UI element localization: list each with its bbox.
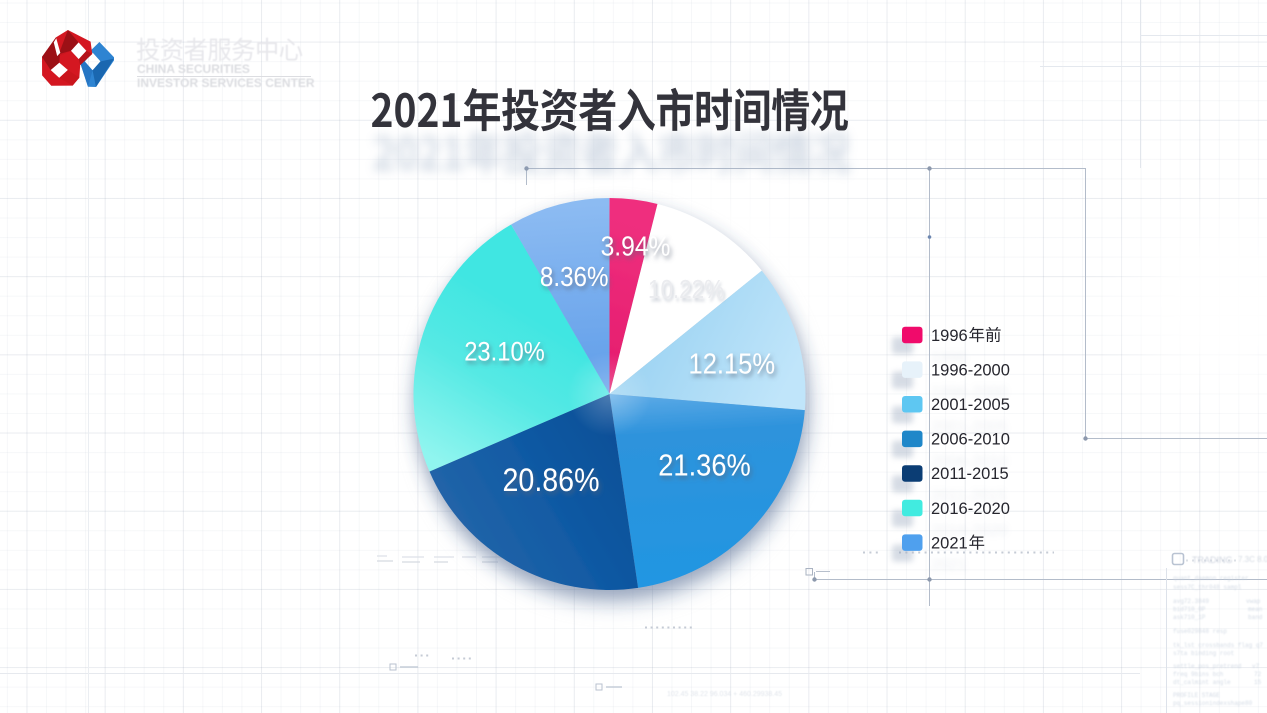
svg-text:20.86%: 20.86% xyxy=(502,462,599,498)
svg-text:quant_daemon register: quant_daemon register xyxy=(1173,575,1249,582)
svg-text:settle_pos_pretrend: settle_pos_pretrend xyxy=(1173,663,1242,670)
svg-text:tk_lst crossbands flag q7: tk_lst crossbands flag q7 xyxy=(1173,642,1263,649)
svg-text:v7: v7 xyxy=(1252,663,1260,670)
svg-text:2021: 2021 xyxy=(931,557,967,574)
svg-text:1996: 1996 xyxy=(931,327,968,345)
svg-text:ask710_1P: ask710_1P xyxy=(1173,614,1206,621)
svg-text:2016-2020: 2016-2020 xyxy=(931,523,1008,540)
svg-text:1996-2000: 1996-2000 xyxy=(931,361,1010,379)
svg-text:23.10%: 23.10% xyxy=(464,337,545,367)
svg-text:2006-2010: 2006-2010 xyxy=(931,431,1010,449)
svg-text:2001-2005: 2001-2005 xyxy=(931,396,1010,414)
svg-text:1996: 1996 xyxy=(931,350,967,367)
svg-text:12.15%: 12.15% xyxy=(689,347,776,380)
svg-text:sess7C_thr048 sampl: sess7C_thr048 sampl xyxy=(1173,584,1242,591)
svg-text:2006-2010: 2006-2010 xyxy=(931,453,1008,470)
svg-text:2011-2015: 2011-2015 xyxy=(931,488,1006,505)
svg-text:bid710_0P: bid710_0P xyxy=(1173,606,1206,613)
svg-text:21.36%: 21.36% xyxy=(658,449,750,483)
svg-text:15: 15 xyxy=(1254,679,1262,686)
svg-text:TRADING: TRADING xyxy=(1192,555,1233,565)
svg-text:2016-2020: 2016-2020 xyxy=(931,500,1010,518)
svg-text:2021: 2021 xyxy=(931,534,968,552)
svg-text:8.36%: 8.36% xyxy=(540,263,609,293)
svg-text:vwap: vwap xyxy=(1246,598,1261,605)
svg-text:mean: mean xyxy=(1248,606,1263,613)
svg-text:INVESTOR SERVICES CENTER: INVESTOR SERVICES CENTER xyxy=(137,76,315,90)
svg-text:PROFILE STAGE: PROFILE STAGE xyxy=(1173,692,1220,699)
svg-text:pq_sessionindexshape80: pq_sessionindexshape80 xyxy=(1173,700,1253,707)
svg-text:72: 72 xyxy=(1254,671,1262,678)
svg-text:s7ta binding root: s7ta binding root xyxy=(1173,650,1234,657)
svg-text:freq 9bins bch: freq 9bins bch xyxy=(1173,671,1224,678)
svg-text:2001-2005: 2001-2005 xyxy=(931,419,1008,436)
svg-text:102.45 38.22 96.034 + 460.: 102.45 38.22 96.034 + 460.29938.45 xyxy=(667,691,782,698)
svg-text:1996-2000: 1996-2000 xyxy=(931,384,1008,401)
svg-text:10.22%: 10.22% xyxy=(648,276,724,305)
svg-text:2011-2015: 2011-2015 xyxy=(931,465,1009,483)
svg-text:3.94%: 3.94% xyxy=(601,230,671,262)
svg-text:dt_calmint angle: dt_calmint angle xyxy=(1173,679,1231,686)
svg-text:fuse029848 resp: fuse029848 resp xyxy=(1173,628,1227,635)
svg-text:avg72.3849: avg72.3849 xyxy=(1173,598,1209,605)
svg-text:7.3C 8.0: 7.3C 8.0 xyxy=(1238,555,1267,564)
svg-text:band: band xyxy=(1248,614,1263,621)
svg-text:CHINA SECURITIES: CHINA SECURITIES xyxy=(137,62,250,76)
